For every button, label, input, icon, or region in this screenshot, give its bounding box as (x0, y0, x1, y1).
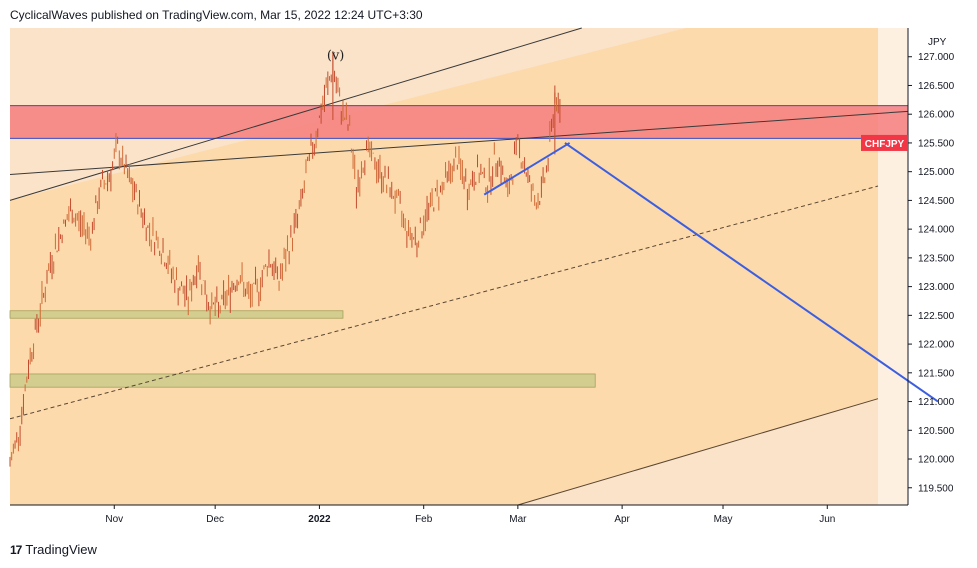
symbol-label: CHFJPY (865, 139, 905, 150)
x-tick-label: May (714, 514, 733, 525)
wedge-line (483, 142, 571, 196)
projection-line (564, 142, 939, 403)
y-tick-label: 125.500 (918, 138, 955, 149)
symbol-badge (861, 134, 908, 151)
y-tick-label: 124.000 (918, 225, 955, 236)
wave-label: (v) (327, 49, 345, 64)
y-tick-label: 122.000 (918, 340, 955, 351)
y-tick-label: 127.000 (918, 52, 955, 63)
support-zone-1 (9, 310, 344, 319)
x-tick-label: Mar (509, 514, 527, 525)
annotations: (v) (327, 49, 939, 403)
future-area (878, 28, 908, 505)
y-tick-label: 123.500 (918, 253, 955, 264)
publish-info: CyclicalWaves published on TradingView.c… (10, 8, 423, 22)
y-tick-label: 126.000 (918, 110, 955, 121)
tradingview-logo-icon: 17 (10, 542, 22, 557)
x-tick-label: Dec (206, 514, 224, 525)
axes: JPY 127.000 126.500 126.000 125.500 125.000 12… (10, 28, 955, 525)
price-chart[interactable]: (v) JPY 127.000 126.500 126.000 125.500 125.0… (0, 0, 977, 540)
y-tick-label: 121.000 (918, 397, 955, 408)
y-tick-label: 122.500 (918, 311, 955, 322)
y-tick-label: 126.500 (918, 81, 955, 92)
y-tick-label: 125.000 (918, 167, 955, 178)
chart-background (10, 28, 908, 505)
y-tick-label: 120.000 (918, 455, 955, 466)
y-tick-label: 123.000 (918, 282, 955, 293)
candles (9, 50, 561, 467)
resistance-zone (10, 105, 908, 139)
currency-label: JPY (928, 37, 947, 48)
support-zone-2 (9, 373, 596, 388)
x-tick-label: 2022 (308, 514, 331, 525)
y-tick-label: 119.500 (918, 483, 954, 494)
upper-channel-line (9, 27, 582, 201)
x-tick-label: Feb (415, 514, 433, 525)
footer-brand: TradingView (25, 542, 97, 557)
x-tick-label: Jun (819, 514, 835, 525)
x-tick-label: Apr (614, 514, 630, 525)
x-tick-label: Nov (105, 514, 123, 525)
y-tick-label: 121.500 (918, 368, 955, 379)
trendlines (9, 27, 909, 506)
footer: 17 TradingView (10, 542, 97, 557)
lower-channel-line (517, 398, 879, 506)
y-tick-label: 120.500 (918, 426, 955, 437)
y-tick-label: 124.500 (918, 196, 955, 207)
mid-channel-dashed (9, 185, 879, 420)
neckline (9, 110, 909, 176)
